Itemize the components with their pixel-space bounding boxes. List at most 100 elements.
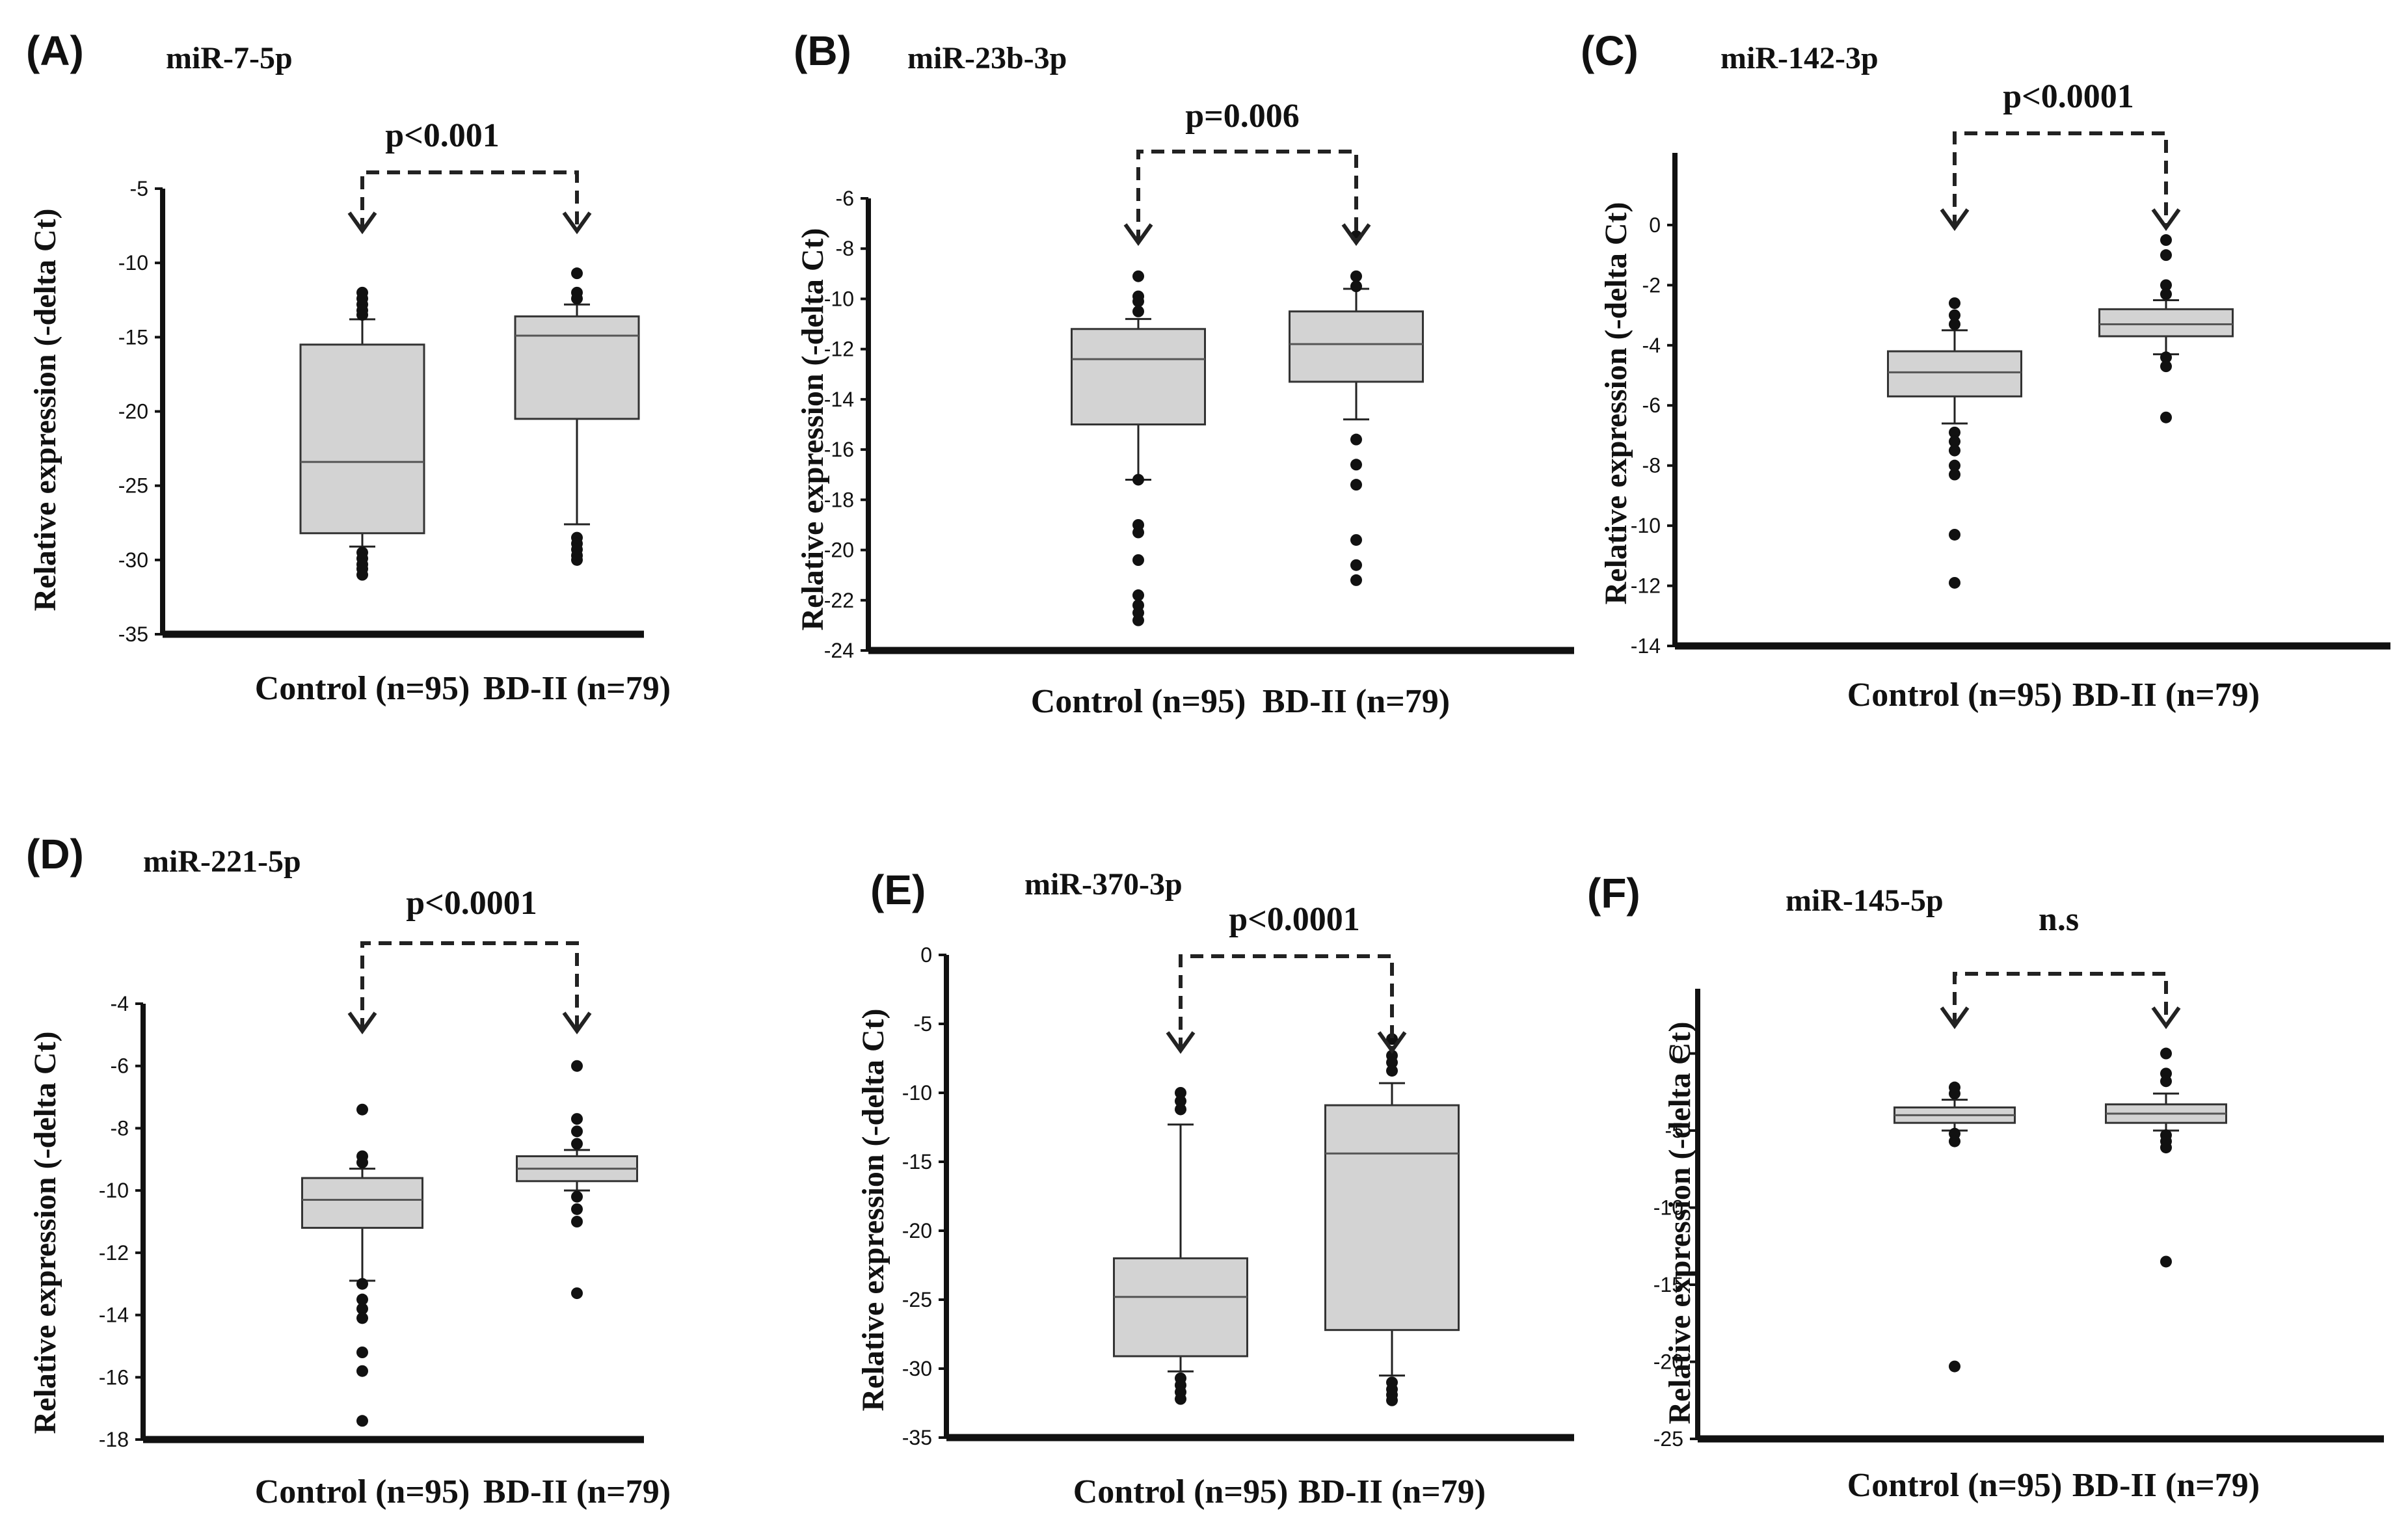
y-tick-label: -15	[1653, 1273, 1683, 1296]
y-tick-label: -5	[914, 1012, 932, 1036]
y-tick-label: -2	[1642, 273, 1661, 297]
y-axis-label: Relative expression (-delta Ct)	[1599, 202, 1633, 605]
panel-letter: (C)	[1581, 27, 1639, 74]
x-category-label: BD-II (n=79)	[1298, 1473, 1486, 1510]
y-tick-label: -25	[902, 1288, 932, 1311]
y-tick-label: -22	[824, 589, 854, 612]
y-tick-label: -10	[99, 1179, 129, 1202]
significance-bracket: p<0.001	[347, 117, 592, 235]
y-tick-label: -8	[1642, 454, 1661, 477]
arrow-head	[2151, 208, 2181, 232]
p-value-label: n.s	[2039, 901, 2079, 938]
x-category-label: BD-II (n=79)	[483, 670, 671, 707]
panel-letter: (A)	[26, 27, 84, 74]
outlier-point	[2160, 279, 2172, 291]
outlier-point	[1350, 479, 1362, 491]
outlier-point	[571, 1190, 583, 1203]
outlier-point	[571, 554, 583, 566]
y-tick-label: -12	[824, 338, 854, 361]
outlier-point	[1132, 270, 1144, 282]
bracket-line	[1136, 150, 1358, 243]
arrow-head	[347, 211, 377, 235]
y-tick-label: 0	[1672, 1042, 1683, 1066]
x-category-label: BD-II (n=79)	[2072, 677, 2260, 714]
box-control	[301, 1103, 423, 1427]
panels-group: -5-10-15-20-25-30-35(A) miR-7-5pRelative …	[26, 27, 2390, 1510]
arrow-head	[2151, 1006, 2181, 1030]
bracket-line	[360, 941, 579, 1031]
p-value-label: p<0.001	[385, 117, 500, 154]
box-bd-ii	[516, 1060, 638, 1300]
x-category-label: BD-II (n=79)	[483, 1473, 671, 1510]
panel-title: miR-142-3p	[1720, 41, 1879, 75]
outlier-point	[571, 1287, 583, 1300]
outlier-point	[1949, 528, 1960, 541]
box-iqr	[514, 315, 640, 420]
y-tick-label: -14	[824, 388, 854, 411]
outlier-point	[356, 1103, 368, 1116]
y-tick-label: -16	[824, 438, 854, 461]
x-category-label: BD-II (n=79)	[1263, 683, 1450, 720]
outlier-point	[1350, 433, 1362, 446]
outlier-point	[2160, 1142, 2172, 1154]
arrow-head	[562, 211, 592, 235]
significance-bracket: p=0.006	[1123, 98, 1371, 247]
bracket-line	[1179, 954, 1394, 1051]
arrow-head	[1940, 208, 1970, 232]
outlier-point	[1949, 309, 1960, 321]
y-axis-label: Relative expression (-delta Ct)	[796, 228, 830, 631]
y-tick-label: -5	[1665, 1119, 1683, 1142]
y-axis-label: Relative expression (-delta Ct)	[28, 1032, 62, 1434]
outlier-point	[1949, 1135, 1960, 1147]
significance-bracket: p<0.0001	[1166, 901, 1407, 1054]
outlier-point	[356, 1365, 368, 1377]
outlier-point	[356, 1415, 368, 1427]
y-tick-label: -12	[1631, 574, 1661, 598]
outlier-point	[1949, 459, 1960, 472]
outlier-point	[2160, 411, 2172, 423]
outlier-point	[1132, 305, 1144, 317]
panel-title: miR-7-5p	[166, 41, 293, 75]
box-control	[299, 286, 425, 581]
y-tick-label: -35	[118, 623, 148, 646]
y-tick-label: -6	[111, 1054, 129, 1078]
arrow-head	[1341, 223, 1371, 247]
y-tick-label: -20	[1653, 1350, 1683, 1374]
y-tick-label: -14	[99, 1304, 129, 1327]
outlier-point	[571, 1113, 583, 1125]
x-category-label: Control (n=95)	[1847, 1467, 2063, 1504]
y-tick-label: -10	[118, 251, 148, 275]
box-iqr	[1887, 350, 2022, 397]
outlier-point	[2160, 1047, 2172, 1060]
y-tick-label: -6	[1642, 394, 1661, 417]
outlier-point	[1949, 444, 1960, 457]
y-tick-label: -18	[824, 488, 854, 511]
outlier-point	[1949, 1360, 1960, 1373]
outlier-point	[571, 267, 583, 280]
box-bd-ii	[2098, 234, 2234, 423]
y-tick-label: 0	[920, 943, 932, 967]
outlier-point	[571, 1216, 583, 1227]
p-value-label: p<0.0001	[406, 885, 537, 922]
y-tick-label: -20	[902, 1219, 932, 1242]
panel-3: 0 -2 -4 -6 -8 -10 -12 -14 (C) miR-142-3p Relative …	[1581, 27, 2390, 714]
y-tick-label: -35	[902, 1426, 932, 1449]
outlier-point	[2160, 249, 2172, 261]
box-bd-ii	[514, 267, 640, 566]
y-tick-label: -10	[1631, 514, 1661, 537]
box-iqr	[1289, 310, 1424, 383]
outlier-point	[1175, 1393, 1186, 1405]
outlier-point	[1132, 589, 1144, 602]
outlier-point	[356, 1293, 368, 1306]
significance-bracket: n.s	[1940, 901, 2181, 1030]
arrow-head	[1123, 223, 1153, 247]
x-category-label: Control (n=95)	[255, 1473, 470, 1510]
panel-4: -4 -6 -8 -10 -12 -14 -16 -18 (D) miR-221-5p Relati…	[26, 831, 671, 1510]
outlier-point	[1949, 468, 1960, 481]
panel-title: miR-370-3p	[1024, 867, 1183, 902]
panel-1: -5 -10 -15 -20 -25 -30 -35 (A) miR-7-5p Relative …	[26, 27, 671, 707]
outlier-point	[1132, 554, 1144, 566]
outlier-point	[1386, 1033, 1398, 1045]
outlier-point	[1949, 318, 1960, 330]
box-bd-ii	[2105, 1047, 2227, 1268]
